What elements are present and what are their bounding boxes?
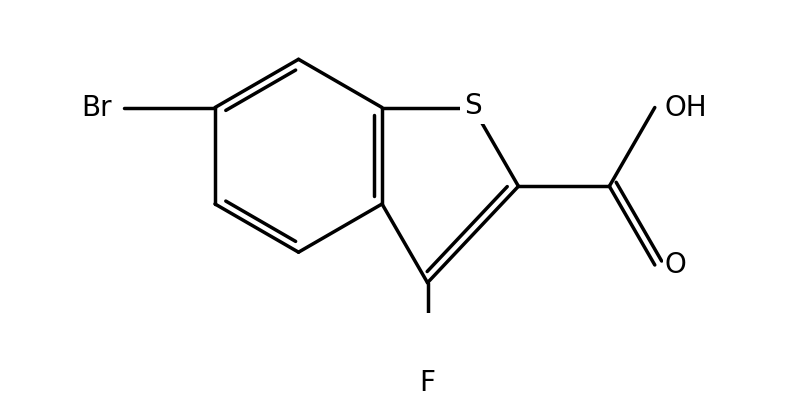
Text: Br: Br	[82, 93, 112, 122]
Text: S: S	[464, 92, 482, 120]
Text: OH: OH	[664, 93, 707, 122]
Text: O: O	[664, 251, 686, 279]
Text: F: F	[419, 369, 435, 396]
